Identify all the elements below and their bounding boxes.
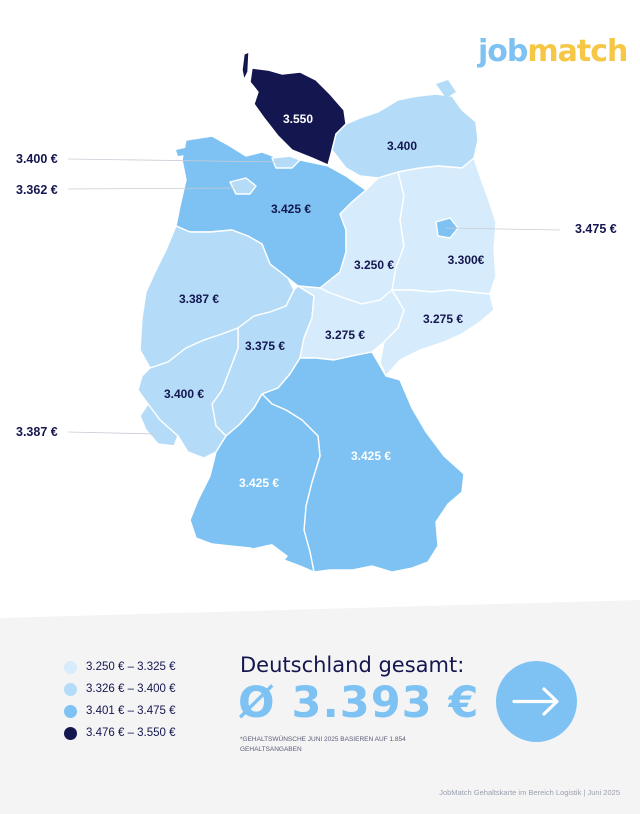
island-east-frisian <box>176 146 194 156</box>
legend-item: 3.401 € – 3.475 € <box>64 700 176 722</box>
leader-bremen <box>67 187 241 190</box>
legend-dot-tier3 <box>64 704 77 718</box>
region-value-thueringen: 3.275 € <box>325 328 365 342</box>
island-sylt <box>241 51 250 81</box>
region-baden-wuerttemberg <box>189 393 321 573</box>
region-saarland <box>139 403 179 447</box>
leader-hamburg <box>67 158 283 163</box>
region-bremen <box>229 177 257 195</box>
footer-panel <box>0 600 640 814</box>
label-bremen: 3.362 € <box>16 183 58 197</box>
region-hamburg <box>271 155 301 169</box>
legend-item: 3.250 € – 3.325 € <box>64 656 176 678</box>
total-value: Ø 3.393 € <box>238 678 480 728</box>
legend-dot-tier4 <box>64 726 77 740</box>
leader-saarland <box>67 431 159 435</box>
logo-job: job <box>478 34 528 69</box>
legend: 3.250 € – 3.325 € 3.326 € – 3.400 € 3.40… <box>64 656 176 744</box>
arrow-right-icon <box>512 687 559 716</box>
region-value-rheinland-pfalz: 3.400 € <box>164 387 204 401</box>
legend-label: 3.326 € – 3.400 € <box>86 683 176 695</box>
region-value-bayern: 3.425 € <box>351 449 391 463</box>
leader-berlin <box>445 227 561 231</box>
footnote: *Gehaltswünsche Juni 2025 basieren auf 1… <box>240 736 406 753</box>
credit-line: JobMatch Gehaltskarte im Bereich Logisti… <box>439 788 620 797</box>
region-value-brandenburg: 3.300€ <box>448 253 485 267</box>
region-value-mecklenburg-vorpommern: 3.400 <box>387 139 417 153</box>
legend-item: 3.476 € – 3.550 € <box>64 722 176 744</box>
legend-label: 3.250 € – 3.325 € <box>86 661 176 673</box>
region-value-sachsen: 3.275 € <box>423 312 463 326</box>
total-title: Deutschland gesamt: <box>240 653 465 677</box>
label-saarland: 3.387 € <box>16 425 58 439</box>
lake-bodensee <box>254 544 288 566</box>
region-value-baden-wuerttemberg: 3.425 € <box>239 476 279 490</box>
region-mecklenburg-vorpommern <box>331 93 479 179</box>
region-value-sachsen-anhalt: 3.250 € <box>354 258 394 272</box>
label-hamburg: 3.400 € <box>16 152 58 166</box>
next-arrow-button[interactable] <box>496 661 577 742</box>
germany-salary-map: 3.550 3.400 3.425 € 3.387 € 3.250 € 3.300€ 3.3… <box>67 51 561 573</box>
logo-match: match <box>527 34 628 69</box>
legend-item: 3.326 € – 3.400 € <box>64 678 176 700</box>
legend-label: 3.476 € – 3.550 € <box>86 727 176 739</box>
jobmatch-logo: jobmatch <box>478 34 628 69</box>
legend-dot-tier1 <box>64 660 77 674</box>
island-ruegen <box>436 80 456 98</box>
label-berlin: 3.475 € <box>575 222 617 236</box>
region-value-niedersachsen: 3.425 € <box>271 202 311 216</box>
region-value-hessen: 3.375 € <box>245 339 285 353</box>
region-value-schleswig-holstein: 3.550 <box>283 112 313 126</box>
region-sachsen <box>379 289 495 377</box>
legend-label: 3.401 € – 3.475 € <box>86 705 176 717</box>
region-value-nordrhein-westfalen: 3.387 € <box>179 292 219 306</box>
legend-dot-tier2 <box>64 682 77 696</box>
